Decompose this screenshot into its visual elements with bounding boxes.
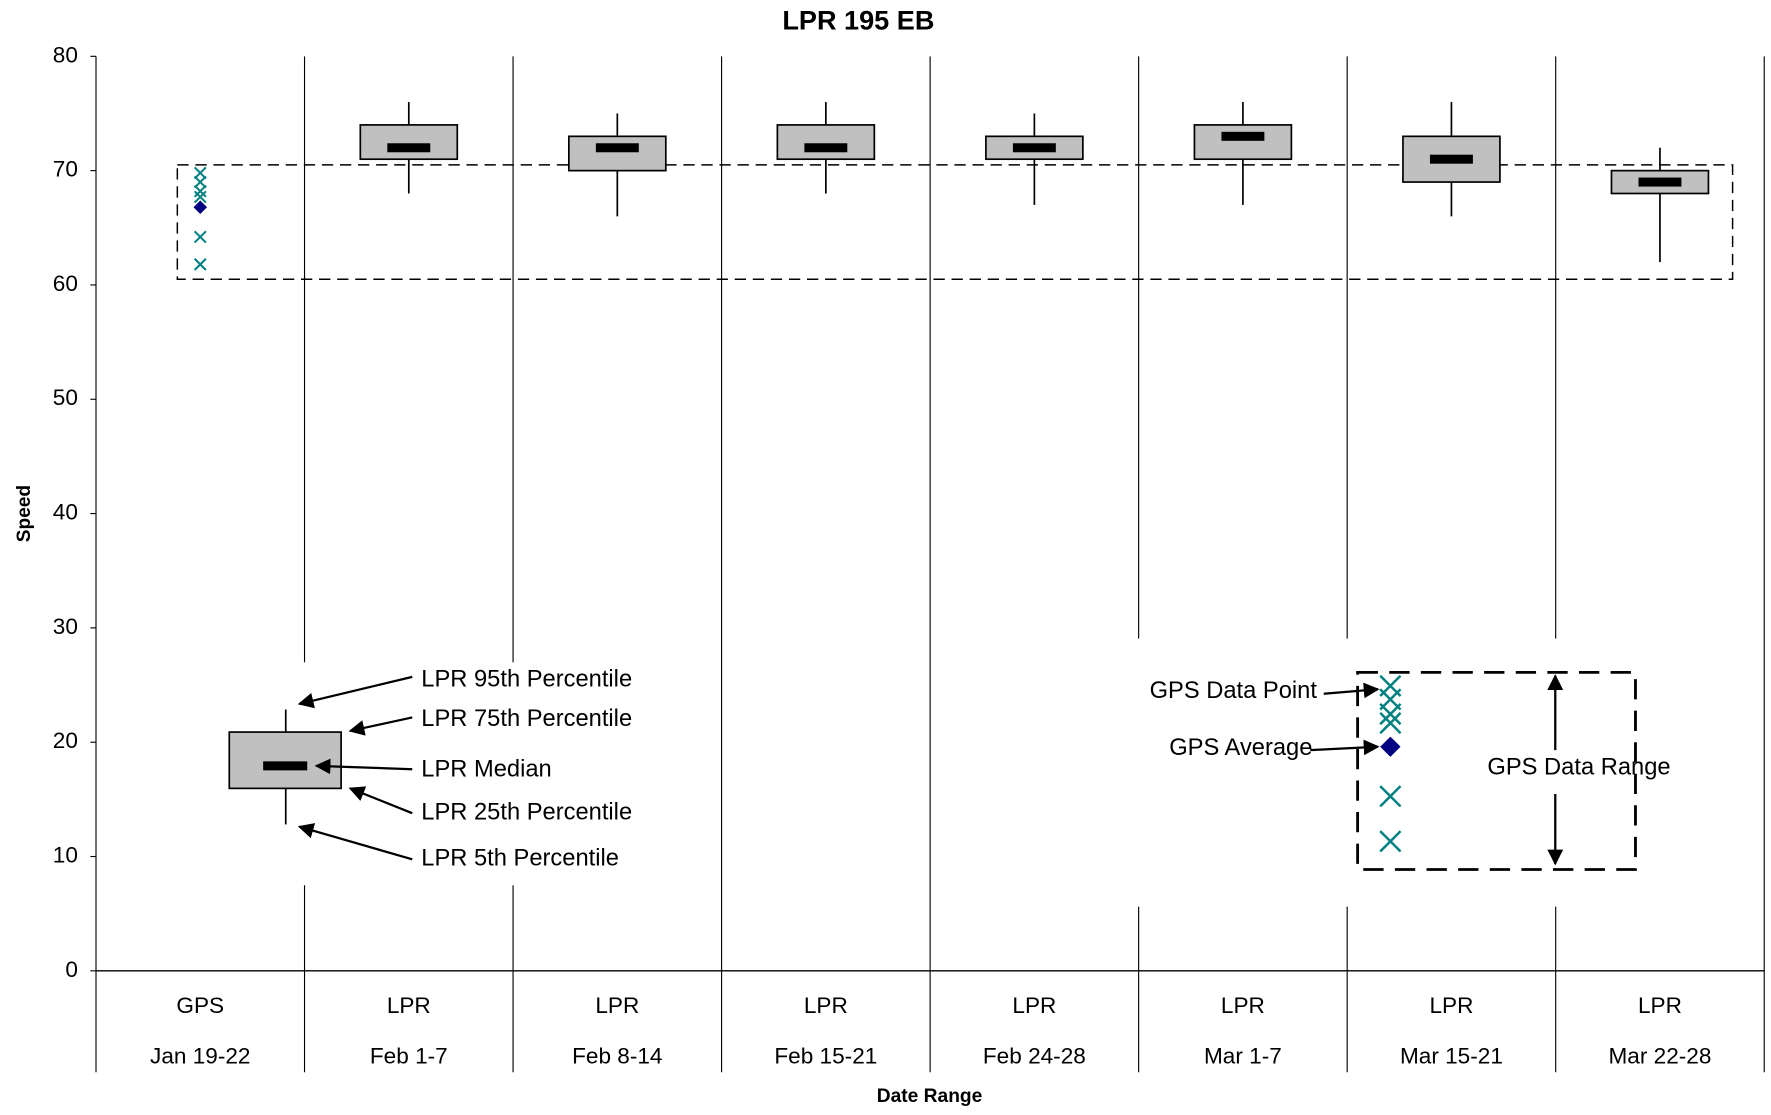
box xyxy=(567,135,667,172)
legend-label: GPS Average xyxy=(1169,735,1312,761)
legend-point xyxy=(1379,830,1402,853)
legend-arrow xyxy=(314,758,413,775)
median xyxy=(1638,177,1682,187)
legend-label: GPS Data Point xyxy=(1150,678,1318,704)
legend-average xyxy=(1380,736,1401,757)
x-tick-label: Feb 15-21 xyxy=(774,1044,877,1069)
legend-label: LPR Median xyxy=(421,757,551,783)
x-group-label: LPR xyxy=(595,993,639,1018)
gps-point xyxy=(193,190,207,204)
legend-label: LPR 95th Percentile xyxy=(421,667,632,693)
gps-point xyxy=(193,166,207,180)
x-group-label: LPR xyxy=(1012,993,1056,1018)
legend-gps-key: GPS Data Point GPS Average GPS Data Rang… xyxy=(1123,638,1700,907)
legend-arrow xyxy=(297,823,413,861)
legend-label: GPS Data Range xyxy=(1487,754,1670,780)
y-tick-label: 10 xyxy=(53,842,78,867)
gps-point xyxy=(193,175,207,189)
x-tick-label: Mar 22-28 xyxy=(1609,1044,1712,1069)
x-group-label: GPS xyxy=(176,993,224,1018)
gps-point xyxy=(193,258,207,271)
legend-arrow xyxy=(348,786,413,815)
gps-point xyxy=(193,184,207,198)
y-tick-label: 80 xyxy=(53,42,78,67)
median xyxy=(595,143,639,153)
legend-label: LPR 75th Percentile xyxy=(421,706,632,732)
x-group-label: LPR xyxy=(804,993,848,1018)
y-tick-label: 50 xyxy=(53,385,78,410)
median xyxy=(1429,154,1473,164)
box xyxy=(776,124,876,161)
x-tick-label: Mar 15-21 xyxy=(1400,1044,1503,1069)
legend-background xyxy=(1123,638,1700,907)
legend-background xyxy=(295,662,669,886)
legend-box-key: LPR 95th Percentile LPR 75th Percentile … xyxy=(228,662,669,886)
y-tick-label: 30 xyxy=(53,614,78,639)
legend-arrow xyxy=(1310,739,1380,756)
x-group-label: LPR xyxy=(1221,993,1265,1018)
legend-arrow xyxy=(348,716,413,736)
chart-title: LPR 195 EB xyxy=(782,6,934,36)
y-tick-label: 0 xyxy=(65,957,78,982)
legend-label: LPR 5th Percentile xyxy=(421,846,619,872)
median xyxy=(387,143,431,153)
x-tick-label: Jan 19-22 xyxy=(150,1044,250,1069)
plot-area: 0 10 20 30 40 50 60 70 80 GPS Jan 19-22 LPR Feb 1-7 L… xyxy=(53,42,1765,1073)
x-group-label: LPR xyxy=(1638,993,1682,1018)
x-tick-label: Feb 24-28 xyxy=(983,1044,1086,1069)
y-tick-label: 70 xyxy=(53,157,78,182)
median xyxy=(804,143,848,153)
median xyxy=(1012,143,1056,153)
legend-arrow xyxy=(1323,682,1380,699)
y-axis-title: Speed xyxy=(14,485,35,542)
legend-point xyxy=(1379,703,1402,726)
x-group-label: LPR xyxy=(387,993,431,1018)
y-tick-label: 60 xyxy=(53,271,78,296)
x-tick-label: Feb 1-7 xyxy=(370,1044,448,1069)
gps-average xyxy=(193,200,208,214)
legend-point xyxy=(1379,712,1402,735)
x-group-label: LPR xyxy=(1429,993,1473,1018)
box xyxy=(359,124,459,161)
legend-label: LPR 25th Percentile xyxy=(421,799,632,825)
legend-median xyxy=(263,761,308,771)
legend-arrow xyxy=(297,675,413,709)
legend-points xyxy=(1379,674,1402,853)
x-tick-label: Mar 1-7 xyxy=(1204,1044,1282,1069)
box xyxy=(1193,124,1293,161)
x-tick-label: Feb 8-14 xyxy=(572,1044,662,1069)
x-axis-title: Date Range xyxy=(877,1086,983,1107)
y-tick-label: 40 xyxy=(53,500,78,525)
range-band xyxy=(176,164,1734,280)
median xyxy=(1221,131,1265,141)
y-tick-label: 20 xyxy=(53,728,78,753)
legend-box xyxy=(228,731,342,790)
legend-range-box xyxy=(1356,670,1637,871)
gps-point xyxy=(193,230,207,244)
legend-point xyxy=(1379,785,1402,808)
